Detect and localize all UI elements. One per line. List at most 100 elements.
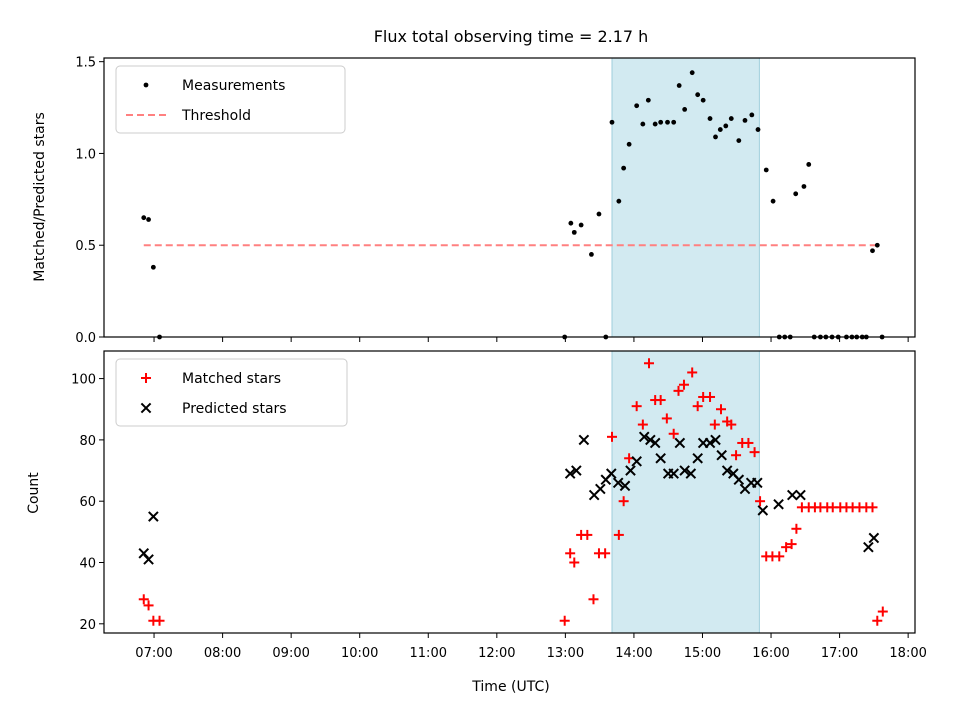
count-series1-point-22 (685, 468, 697, 479)
count-series1-point-9-b (605, 468, 617, 479)
ratio-series0-point-9 (596, 211, 602, 217)
ratio-series0-point-18 (652, 121, 658, 127)
count-series1-point-39 (868, 532, 880, 544)
count-series1-point-30 (733, 474, 745, 486)
count-series1-point-12-b (625, 465, 636, 476)
count-plot-frame (103, 350, 916, 634)
count-series1-point-13 (631, 456, 642, 467)
count-series0-point-40 (774, 551, 785, 562)
count-series1-point-7-b (595, 483, 606, 495)
ratio-series0-point-35 (755, 127, 761, 132)
count-series1-point-30-b (733, 474, 745, 486)
count-series1-point-20 (674, 437, 686, 449)
count-series1-point-33-b (752, 477, 763, 489)
count-series1-point-36-b (786, 489, 798, 501)
count-series1-point-10 (612, 477, 624, 489)
ratio-series0-point-26 (700, 97, 706, 103)
bottom-y-axis-label: Count (26, 472, 42, 514)
count-series1-point-35 (773, 498, 784, 510)
ratio-series0-point-42 (801, 184, 807, 189)
ratio-series0-point-25 (695, 92, 701, 98)
x-tick-label-5: 12:00 (478, 646, 515, 661)
count-legend-swatch-1-b (140, 402, 152, 414)
ratio-series0-point-21 (671, 119, 677, 125)
ratio-observing-span (611, 57, 760, 338)
count-series1-point-5-b (578, 434, 590, 446)
count-series1-point-23-b (692, 452, 703, 464)
count-series1-point-13-b (631, 456, 642, 467)
count-series1-point-38 (863, 541, 874, 553)
count-series0-point-55 (867, 502, 878, 513)
count-series0-point-4 (559, 615, 570, 626)
ratio-series0-point-31 (728, 116, 734, 121)
count-series0-point-28 (705, 391, 716, 402)
ratio-series0-point-17 (645, 97, 651, 103)
count-series1-point-21-b (679, 465, 690, 476)
count-series1-point-14-b (638, 431, 650, 443)
count-series0-point-12 (606, 431, 617, 442)
count-series1-point-28-b (721, 465, 733, 476)
ratio-y-tick-label-1: 0.5 (75, 239, 96, 254)
ratio-legend-swatch-0 (143, 82, 149, 88)
count-series1-point-19-b (668, 468, 679, 479)
count-series0-point-41 (781, 542, 792, 553)
x-tick-label-4: 11:00 (410, 646, 447, 661)
count-series0-point-6 (569, 557, 580, 568)
count-series1-point-2-b (148, 511, 159, 522)
count-series0-point-23 (673, 385, 684, 396)
count-series0-point-42 (786, 539, 797, 550)
count-series1-point-14 (638, 431, 650, 443)
count-series1-point-38-b (863, 541, 874, 553)
count-series0-point-21 (661, 413, 672, 424)
count-series0-point-32 (726, 419, 737, 430)
count-series0-point-8 (582, 529, 593, 540)
count-series0-point-18 (644, 358, 655, 369)
ratio-y-tick-label-3: 1.5 (75, 56, 96, 71)
ratio-series0-point-27 (707, 116, 713, 121)
count-series1-point-23 (692, 452, 703, 464)
ratio-series0-point-55 (874, 242, 880, 248)
ratio-series0-point-29 (717, 127, 723, 132)
count-legend-swatch-1 (140, 402, 152, 414)
ratio-y-tick-label-0: 0.0 (75, 331, 96, 346)
count-series0-point-20 (655, 395, 666, 406)
count-series1-point-34 (757, 505, 769, 516)
count-series1-point-27-b (716, 449, 727, 461)
count-series1-point-36 (786, 489, 798, 501)
count-series1-point-26-b (710, 434, 721, 446)
count-series0-point-13 (613, 529, 624, 540)
ratio-series0-point-22 (676, 83, 682, 88)
ratio-series0-point-2 (150, 264, 156, 270)
count-y-tick-label-4: 100 (71, 373, 96, 388)
top-y-axis-label: Matched/Predicted stars (32, 112, 48, 282)
count-series1-point-20-b (674, 437, 686, 449)
count-y-tick-label-0: 20 (79, 618, 96, 633)
count-series0-point-9 (588, 594, 599, 605)
ratio-series0-point-41 (793, 191, 799, 197)
count-legend (115, 358, 348, 427)
count-panel: 20 40 60 80 100 07:00 08:00 09:00 10:00 11:00 12:0… (71, 350, 927, 661)
count-series1-point-33 (752, 477, 763, 489)
count-series1-point-3 (564, 468, 576, 479)
x-tick-label-9: 16:00 (752, 646, 789, 661)
ratio-series0-point-32 (736, 138, 742, 143)
x-tick-label-8: 15:00 (684, 646, 721, 661)
ratio-plot-frame (103, 57, 916, 338)
count-series1-point-39-b (868, 532, 880, 544)
chart-title: Flux total observing time = 2.17 h (374, 27, 649, 46)
ratio-series0-point-5 (568, 220, 574, 226)
x-tick-label-6: 13:00 (547, 646, 584, 661)
count-series0-point-0 (138, 594, 149, 605)
ratio-series0-point-24 (689, 70, 695, 76)
count-series1-point-4 (571, 465, 582, 476)
count-series1-point-1 (143, 554, 154, 565)
count-series1-point-15 (645, 434, 656, 446)
ratio-series0-point-15 (634, 103, 640, 109)
count-series1-point-17-b (655, 452, 666, 464)
ratio-series0-point-0 (141, 215, 147, 221)
count-series1-point-0-b (138, 547, 150, 559)
x-tick-label-0: 07:00 (135, 646, 172, 661)
count-series0-point-36 (749, 447, 760, 458)
count-series0-point-30 (715, 404, 726, 415)
count-series0-point-37 (755, 496, 766, 507)
